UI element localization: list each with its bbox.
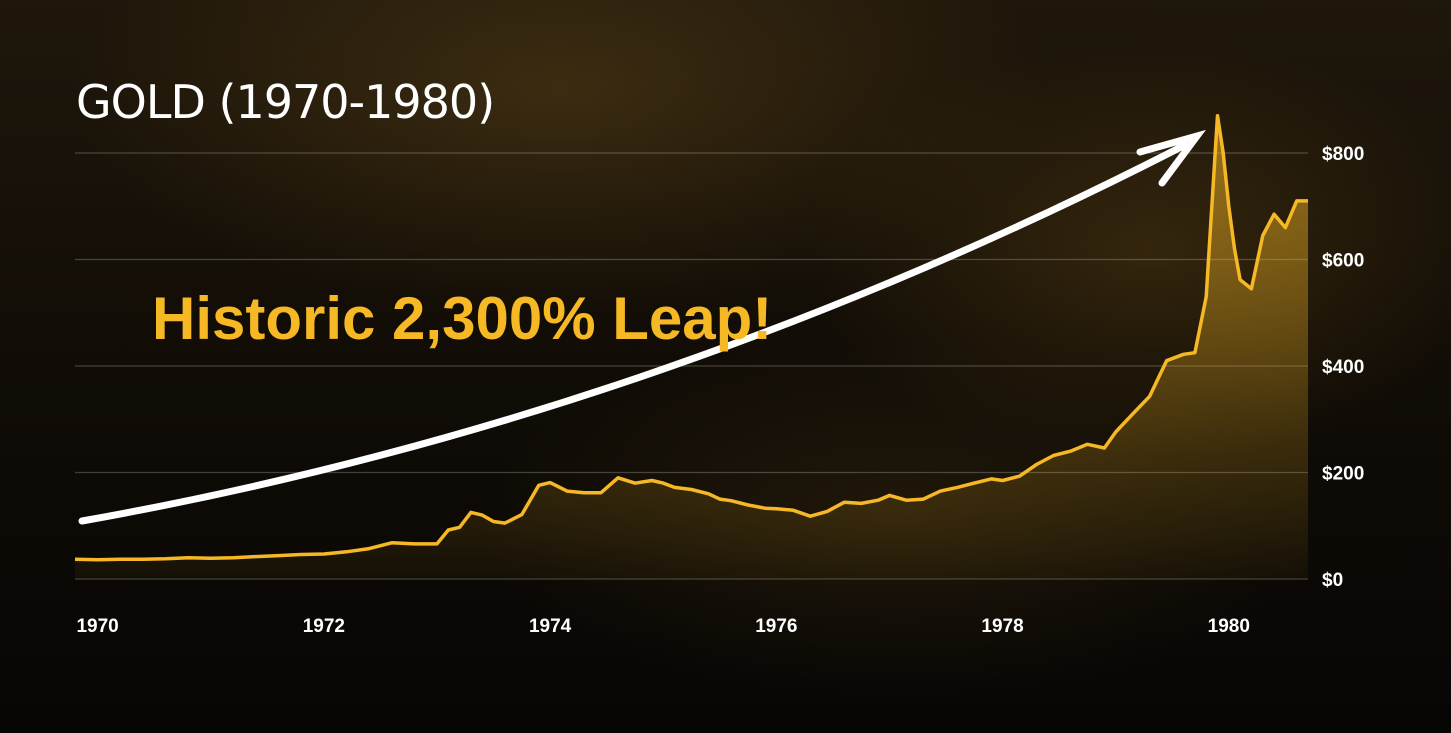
y-tick-label: $600 xyxy=(1322,251,1364,272)
trend-arrow-shaft xyxy=(78,141,1189,525)
x-axis-ticks: 1970 1972 1974 1976 1978 1980 xyxy=(76,616,1249,637)
x-tick-label: 1980 xyxy=(1208,616,1250,637)
y-tick-label: $0 xyxy=(1322,570,1343,591)
x-tick-label: 1970 xyxy=(76,616,118,637)
x-tick-label: 1978 xyxy=(981,616,1023,637)
chart-title: GOLD (1970-1980) xyxy=(76,75,494,129)
x-tick-label: 1976 xyxy=(755,616,797,637)
y-axis-ticks: $0 $200 $400 $600 $800 xyxy=(1322,144,1364,591)
x-tick-label: 1972 xyxy=(303,616,345,637)
headline-annotation: Historic 2,300% Leap! xyxy=(152,285,772,352)
y-tick-label: $800 xyxy=(1322,144,1364,165)
gold-price-line xyxy=(74,113,1308,562)
price-area-fill xyxy=(75,115,1308,579)
x-tick-label: 1974 xyxy=(529,616,572,637)
trend-arrow-head xyxy=(1136,129,1206,187)
y-tick-label: $200 xyxy=(1322,464,1364,485)
y-tick-label: $400 xyxy=(1322,357,1364,378)
